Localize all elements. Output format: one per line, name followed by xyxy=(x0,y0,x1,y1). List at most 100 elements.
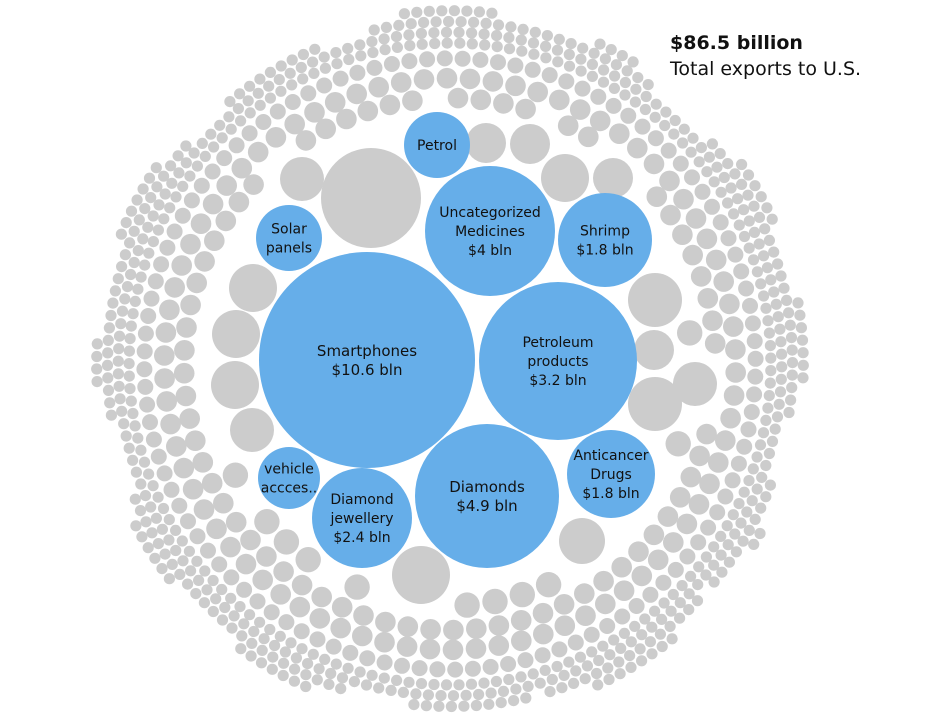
other-export-bubble xyxy=(410,688,422,700)
other-export-bubble xyxy=(459,68,481,90)
other-export-bubble xyxy=(440,26,453,38)
bubble-label-line: vehicle xyxy=(264,461,314,477)
other-export-bubble xyxy=(785,394,797,406)
other-export-bubble xyxy=(307,648,319,660)
other-export-bubble xyxy=(627,137,648,159)
other-export-bubble xyxy=(643,524,665,546)
other-export-bubble xyxy=(273,74,285,86)
other-export-bubble xyxy=(123,345,135,357)
bubble-label-line: Medicines xyxy=(455,224,525,240)
other-export-bubble xyxy=(527,37,540,49)
other-export-bubble xyxy=(642,79,654,91)
other-export-bubble xyxy=(132,245,144,257)
other-export-bubble xyxy=(348,676,360,688)
other-export-bubble xyxy=(180,513,196,530)
other-export-bubble xyxy=(748,226,761,238)
other-export-bubble xyxy=(715,549,727,561)
other-export-bubble xyxy=(569,99,591,120)
other-export-bubble xyxy=(680,466,702,488)
other-export-bubble xyxy=(775,373,787,385)
other-export-bubble xyxy=(517,652,534,669)
other-export-bubble xyxy=(503,673,515,686)
other-export-bubble xyxy=(738,486,750,498)
other-export-bubble xyxy=(668,128,680,140)
other-export-bubble xyxy=(594,38,606,50)
other-export-bubble xyxy=(125,395,137,407)
other-export-bubble xyxy=(765,352,777,364)
other-export-bubble xyxy=(729,168,741,180)
other-export-bubble xyxy=(254,509,280,535)
other-export-bubble xyxy=(719,293,740,315)
other-export-bubble xyxy=(695,142,708,154)
other-export-bubble xyxy=(465,638,487,659)
other-export-bubble xyxy=(705,249,727,271)
other-export-bubble xyxy=(747,463,759,475)
other-export-bubble xyxy=(778,282,790,294)
other-export-bubble xyxy=(540,52,552,64)
other-export-bubble xyxy=(223,111,235,123)
other-export-bubble xyxy=(716,566,728,578)
other-export-bubble xyxy=(248,625,260,638)
other-export-bubble xyxy=(124,237,136,249)
other-export-bubble xyxy=(243,174,264,195)
other-export-bubble xyxy=(440,679,453,691)
other-export-bubble xyxy=(727,509,739,521)
other-export-bubble xyxy=(776,348,788,360)
other-export-bubble xyxy=(319,653,331,666)
other-export-bubble xyxy=(760,414,772,426)
other-export-bubble xyxy=(714,148,726,160)
other-export-bubble xyxy=(419,638,441,660)
other-export-bubble xyxy=(445,700,457,713)
other-export-bubble xyxy=(183,192,200,209)
other-export-bubble xyxy=(115,228,127,240)
other-export-bubble xyxy=(447,690,460,702)
other-export-bubble xyxy=(336,108,357,130)
other-export-bubble xyxy=(657,506,679,527)
other-export-bubble xyxy=(360,679,373,691)
other-export-bubble xyxy=(391,674,403,687)
other-export-bubble xyxy=(621,65,633,77)
other-export-bubble xyxy=(297,73,309,85)
other-export-bubble xyxy=(611,556,632,578)
other-export-bubble xyxy=(646,648,658,660)
other-export-bubble xyxy=(204,230,225,251)
other-export-bubble xyxy=(137,233,149,245)
other-export-bubble xyxy=(629,620,641,633)
other-export-bubble xyxy=(540,40,552,53)
other-export-bubble xyxy=(534,677,546,689)
other-export-bubble xyxy=(277,669,289,682)
other-export-bubble xyxy=(172,150,184,162)
other-export-bubble xyxy=(163,534,175,546)
other-export-bubble xyxy=(495,697,507,709)
other-export-bubble xyxy=(342,42,354,55)
other-export-bubble xyxy=(157,502,170,515)
other-export-bubble xyxy=(236,581,253,598)
total-exports-value: $86.5 billion xyxy=(670,32,803,54)
other-export-bubble xyxy=(785,332,798,344)
other-export-bubble xyxy=(155,322,177,343)
other-export-bubble xyxy=(730,546,743,558)
other-export-bubble xyxy=(646,621,658,633)
other-export-bubble xyxy=(166,558,178,571)
bubble-label-line: products xyxy=(527,354,588,370)
other-export-bubble xyxy=(147,210,159,222)
other-export-bubble xyxy=(763,234,776,246)
other-export-bubble xyxy=(180,140,192,152)
other-export-bubble xyxy=(335,683,347,695)
other-export-bubble xyxy=(343,53,355,66)
other-export-bubble xyxy=(135,444,147,456)
total-exports-label: Total exports to U.S. xyxy=(670,58,862,80)
other-export-bubble xyxy=(113,380,125,392)
other-export-bubble xyxy=(541,29,554,42)
other-export-bubble xyxy=(466,27,478,39)
other-export-bubble xyxy=(515,34,527,46)
other-export-bubble xyxy=(311,674,323,686)
other-export-bubble xyxy=(491,41,503,53)
other-export-bubble xyxy=(379,94,401,116)
other-export-bubble xyxy=(170,524,182,537)
other-export-bubble xyxy=(619,89,631,101)
other-export-bubble xyxy=(610,59,623,71)
other-export-bubble xyxy=(694,183,711,200)
other-export-bubble xyxy=(565,38,577,50)
bubble-anticancer-drugs: Anticancer Drugs $1.8 bln xyxy=(567,430,655,518)
